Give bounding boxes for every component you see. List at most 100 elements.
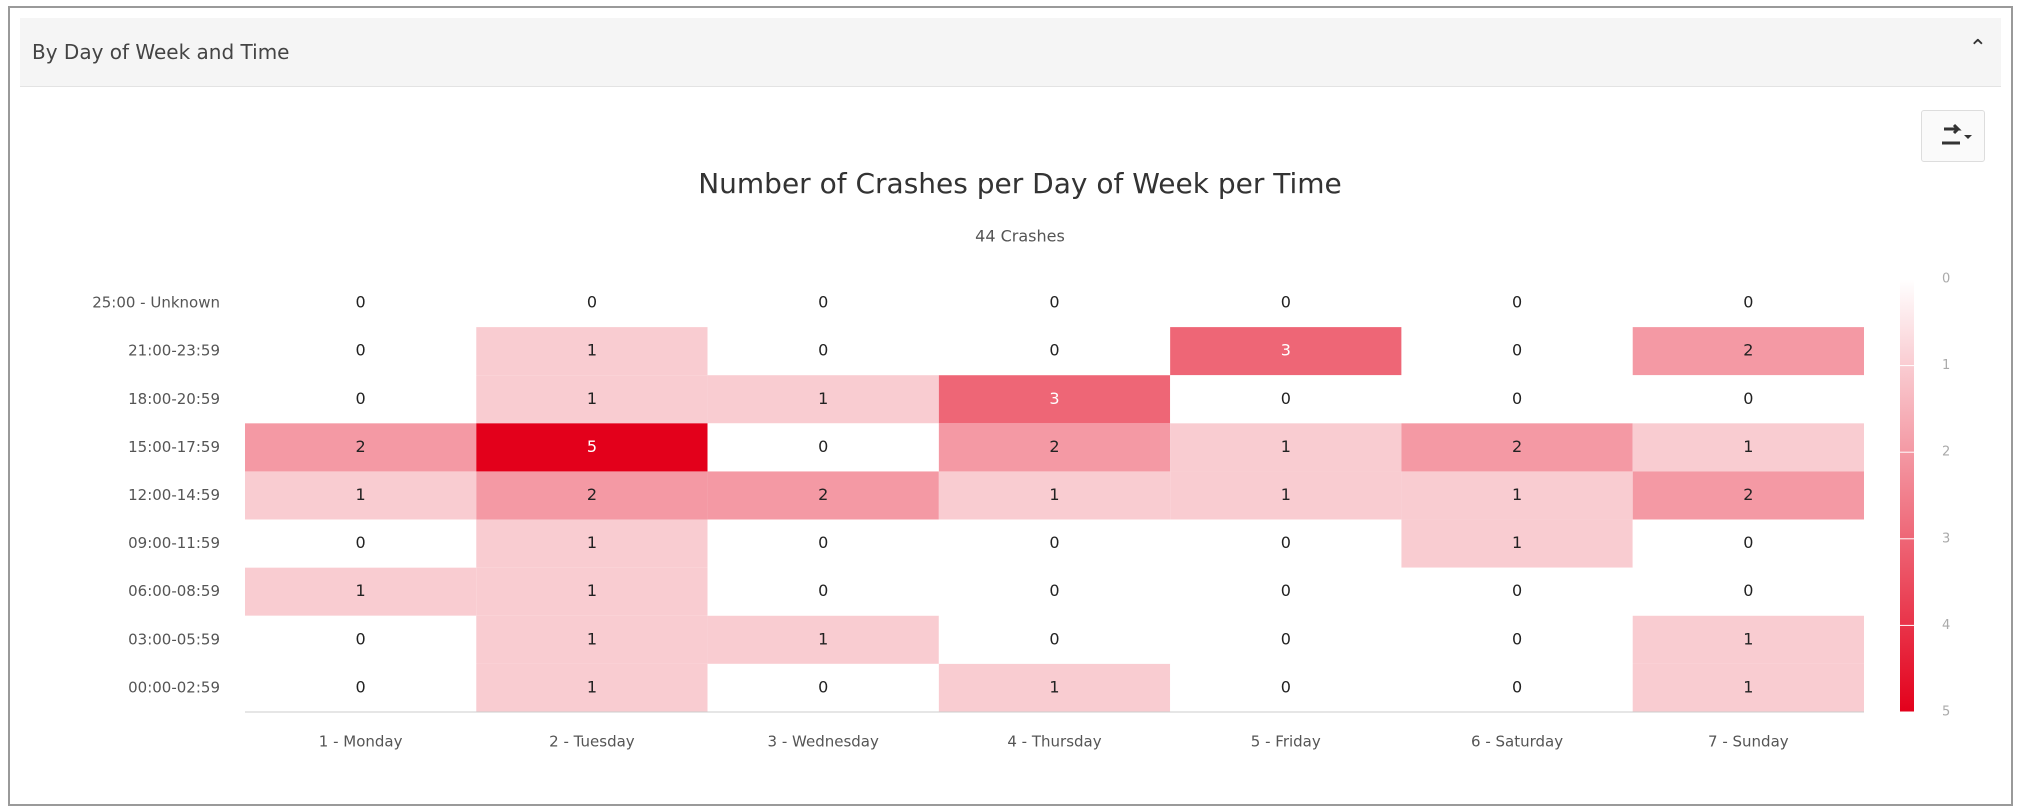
- heat-cell: [1632, 663, 1864, 712]
- heat-cell: [476, 423, 708, 472]
- cell-label: 1: [818, 629, 828, 648]
- heat-cell: [476, 567, 708, 616]
- heat-cell: [1170, 519, 1402, 568]
- heat-cell: [938, 663, 1171, 712]
- cell-label: 2: [587, 485, 597, 504]
- cell-label: 0: [356, 341, 366, 360]
- export-button[interactable]: [1921, 110, 1985, 162]
- heat-cell: [938, 615, 1171, 664]
- cell-label: 0: [1512, 629, 1522, 648]
- heat-cell: [1170, 471, 1402, 520]
- cell-label: 0: [1049, 629, 1059, 648]
- heat-cell: [707, 567, 939, 616]
- cell-label: 3: [1049, 389, 1059, 408]
- cell-label: 1: [587, 629, 597, 648]
- cell-label: 1: [587, 677, 597, 696]
- y-tick-label: 06:00-08:59: [128, 582, 220, 600]
- cell-label: 1: [587, 581, 597, 600]
- heat-cell: [1170, 567, 1402, 616]
- heat-cell: [1170, 423, 1402, 472]
- panel-header[interactable]: By Day of Week and Time ⌃: [20, 18, 2001, 87]
- heat-cell: [1632, 375, 1864, 424]
- heat-cell: [476, 375, 708, 424]
- heat-cell: [707, 519, 939, 568]
- collapse-caret[interactable]: ⌃: [1968, 36, 1987, 61]
- x-tick-label: 2 - Tuesday: [549, 733, 635, 751]
- cell-label: 0: [1049, 293, 1059, 312]
- heat-cell: [938, 423, 1171, 472]
- heat-cell: [1401, 375, 1633, 424]
- cell-label: 1: [587, 533, 597, 552]
- heat-cell: [938, 279, 1171, 328]
- cell-label: 1: [1049, 485, 1059, 504]
- cell-label: 0: [356, 533, 366, 552]
- cell-label: 0: [818, 533, 828, 552]
- cell-label: 0: [1281, 581, 1291, 600]
- heat-cell: [707, 375, 939, 424]
- heat-cell: [707, 327, 939, 376]
- y-tick-label: 12:00-14:59: [128, 486, 220, 504]
- color-tick-label: 0: [1942, 272, 1950, 287]
- x-tick-label: 1 - Monday: [319, 733, 403, 751]
- heat-cell: [707, 279, 939, 328]
- cell-label: 1: [1512, 485, 1522, 504]
- cell-label: 0: [1512, 341, 1522, 360]
- cell-label: 1: [356, 485, 366, 504]
- heat-cell: [1170, 375, 1402, 424]
- chart-subtitle: 44 Crashes: [975, 227, 1065, 246]
- heat-cell: [245, 279, 477, 328]
- cell-label: 2: [1512, 437, 1522, 456]
- y-tick-label: 15:00-17:59: [128, 438, 220, 456]
- heat-cell: [476, 615, 708, 664]
- cell-label: 1: [587, 341, 597, 360]
- heat-cell: [1632, 327, 1864, 376]
- cell-label: 2: [1049, 437, 1059, 456]
- heat-cell: [245, 519, 477, 568]
- cell-label: 0: [1512, 389, 1522, 408]
- cell-label: 1: [1281, 485, 1291, 504]
- heat-cell: [1170, 327, 1402, 376]
- heat-cell: [1401, 471, 1633, 520]
- heat-cell: [1401, 327, 1633, 376]
- heat-cell: [245, 615, 477, 664]
- cell-label: 0: [1743, 389, 1753, 408]
- cell-label: 0: [1049, 581, 1059, 600]
- cell-label: 0: [818, 437, 828, 456]
- x-tick-label: 6 - Saturday: [1471, 733, 1563, 751]
- cell-label: 0: [356, 677, 366, 696]
- color-tick-label: 3: [1942, 531, 1950, 546]
- heat-cell: [1170, 615, 1402, 664]
- cell-label: 1: [818, 389, 828, 408]
- cell-label: 0: [1281, 533, 1291, 552]
- heat-cell: [938, 327, 1171, 376]
- cell-label: 1: [1049, 677, 1059, 696]
- color-bar: [1900, 279, 1914, 712]
- heat-cell: [938, 471, 1171, 520]
- heat-cell: [245, 327, 477, 376]
- cell-label: 0: [1743, 533, 1753, 552]
- heat-cell: [1401, 279, 1633, 328]
- heat-cell: [1632, 615, 1864, 664]
- heat-cell: [1170, 663, 1402, 712]
- cell-label: 0: [356, 629, 366, 648]
- heat-cell: [1632, 279, 1864, 328]
- cell-label: 0: [1049, 533, 1059, 552]
- cell-label: 0: [818, 341, 828, 360]
- cell-label: 0: [587, 293, 597, 312]
- heat-cell: [1401, 663, 1633, 712]
- y-tick-label: 18:00-20:59: [128, 390, 220, 408]
- cell-label: 1: [1743, 677, 1753, 696]
- x-tick-label: 7 - Sunday: [1708, 733, 1789, 751]
- heat-cell: [476, 471, 708, 520]
- heat-cell: [476, 519, 708, 568]
- heat-cell: [245, 567, 477, 616]
- color-tick-label: 5: [1942, 705, 1950, 720]
- x-tick-label: 5 - Friday: [1251, 733, 1321, 751]
- cell-label: 0: [818, 677, 828, 696]
- cell-label: 2: [356, 437, 366, 456]
- heat-cell: [245, 375, 477, 424]
- cell-label: 1: [1743, 629, 1753, 648]
- cell-label: 0: [1512, 581, 1522, 600]
